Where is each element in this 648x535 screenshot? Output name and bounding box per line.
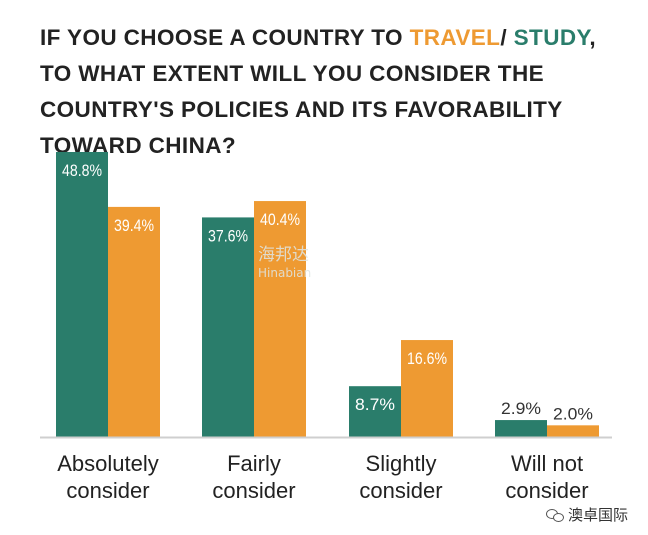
data-label-travel-0: 39.4% <box>114 216 154 235</box>
bar-study-0 <box>56 152 108 437</box>
category-label-1-line-1: consider <box>212 478 295 503</box>
title-study: STUDY <box>513 25 590 50</box>
bar-travel-0 <box>108 206 160 437</box>
bar-study-3 <box>495 420 547 437</box>
footer-brand: 澳卓国际 <box>543 504 630 525</box>
bar-study-1 <box>202 217 254 437</box>
data-label-travel-2: 16.6% <box>407 349 447 368</box>
data-label-study-2: 8.7% <box>355 395 395 414</box>
watermark-en: Hinabian <box>258 266 312 280</box>
title-travel: TRAVEL <box>409 25 501 50</box>
category-label-3-line-1: consider <box>505 478 588 503</box>
bar-travel-3 <box>547 425 599 437</box>
bar-travel-2 <box>401 340 453 437</box>
title-part2: , TO WHAT EXTENT WILL YOU CONSIDER THE C… <box>40 25 597 158</box>
wechat-icon <box>545 508 564 522</box>
title-slash: / <box>500 25 514 50</box>
category-label-0-line-1: consider <box>66 478 149 503</box>
watermark: 海邦达 Hinabian <box>258 246 311 282</box>
bar-travel-1 <box>254 201 306 437</box>
data-label-study-1: 37.6% <box>208 226 248 245</box>
category-label-0-line-0: Absolutely <box>57 451 159 476</box>
category-label-1-line-0: Fairly <box>227 451 281 476</box>
chart-title: IF YOU CHOOSE A COUNTRY TO TRAVEL/ STUDY… <box>40 20 630 164</box>
title-part1: IF YOU CHOOSE A COUNTRY TO <box>40 25 410 50</box>
category-label-2-line-0: Slightly <box>366 451 437 476</box>
category-label-2-line-1: consider <box>359 478 442 503</box>
data-label-travel-3: 2.0% <box>553 404 593 423</box>
footer-brand-text: 澳卓国际 <box>567 506 628 524</box>
data-label-study-3: 2.9% <box>501 399 541 418</box>
bar-study-2 <box>349 386 401 437</box>
data-label-study-0: 48.8% <box>62 161 102 180</box>
data-label-travel-1: 40.4% <box>260 210 300 229</box>
watermark-cn: 海邦达 <box>258 245 309 265</box>
category-label-3-line-0: Will not <box>511 451 583 476</box>
